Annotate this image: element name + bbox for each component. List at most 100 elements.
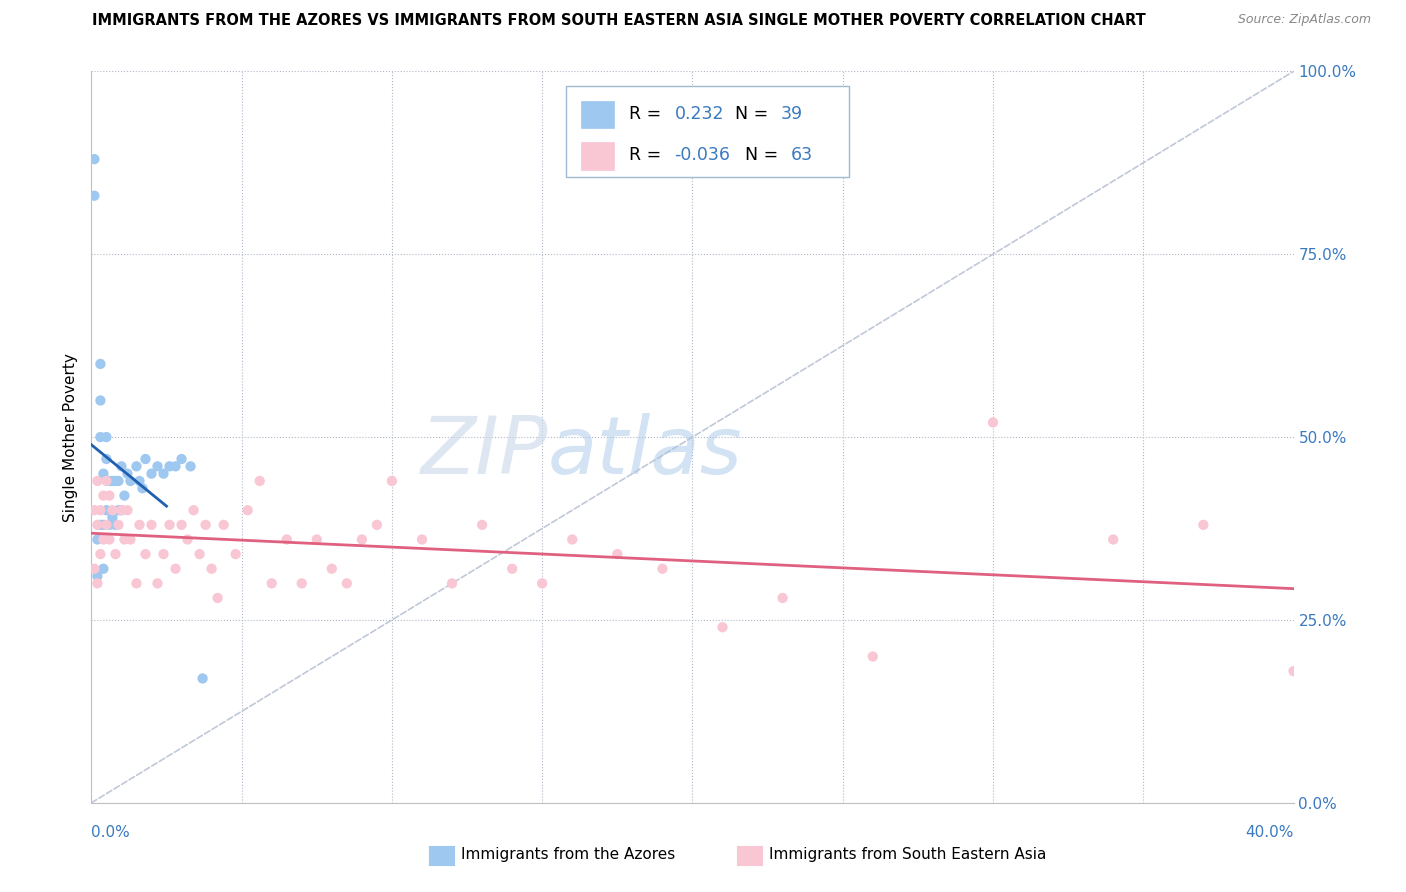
Point (86, 474, 108, 488)
Point (83, 152, 105, 166)
Point (110, 459, 132, 474)
Point (114, 533, 136, 547)
Text: 63: 63 (792, 146, 813, 164)
Bar (581, 143, 614, 170)
Point (236, 503, 259, 517)
Point (86, 576, 108, 591)
Point (120, 474, 142, 488)
Point (125, 459, 148, 474)
Point (83, 188, 105, 202)
Point (260, 576, 283, 591)
Point (159, 459, 181, 474)
Point (1192, 517, 1215, 532)
Point (83, 562, 105, 576)
Point (89, 393, 111, 408)
Point (501, 562, 523, 576)
Point (93, 517, 115, 532)
Point (128, 474, 150, 488)
Point (93, 489, 115, 503)
Point (107, 503, 129, 517)
Text: atlas: atlas (548, 413, 742, 491)
Point (651, 562, 673, 576)
Point (165, 562, 187, 576)
Point (291, 576, 314, 591)
Point (98, 489, 121, 503)
FancyBboxPatch shape (567, 86, 849, 178)
Text: 0.232: 0.232 (675, 104, 724, 123)
Point (120, 533, 142, 547)
Point (981, 416, 1004, 430)
Point (711, 620, 734, 634)
Point (101, 510, 124, 524)
Point (117, 467, 139, 481)
Point (141, 517, 163, 532)
Point (107, 517, 129, 532)
Point (104, 547, 127, 561)
Text: ZIP: ZIP (420, 413, 548, 491)
Point (336, 576, 359, 591)
Point (350, 533, 373, 547)
Text: Immigrants from the Azores: Immigrants from the Azores (461, 847, 675, 862)
Point (170, 517, 193, 532)
Text: N =: N = (745, 146, 785, 164)
Point (107, 474, 129, 488)
Point (134, 547, 156, 561)
Point (93, 562, 115, 576)
Text: -0.036: -0.036 (675, 146, 731, 164)
Point (101, 503, 124, 517)
Point (104, 517, 127, 532)
Point (180, 459, 202, 474)
Point (366, 517, 388, 532)
Point (191, 672, 214, 686)
Point (276, 533, 298, 547)
Point (212, 517, 235, 532)
Point (131, 481, 153, 495)
Point (249, 474, 271, 488)
Point (862, 649, 884, 664)
Point (125, 576, 148, 591)
Point (98, 474, 121, 488)
Point (86, 517, 108, 532)
Point (96, 430, 118, 444)
Text: 39: 39 (780, 104, 803, 123)
Point (89, 430, 111, 444)
Point (98, 533, 121, 547)
Point (89, 357, 111, 371)
Point (471, 517, 494, 532)
Point (96, 474, 118, 488)
Text: R =: R = (628, 146, 666, 164)
Text: 0.0%: 0.0% (91, 825, 131, 840)
Point (165, 459, 187, 474)
Point (93, 533, 115, 547)
Point (381, 474, 404, 488)
Point (96, 517, 118, 532)
Point (305, 533, 328, 547)
Point (152, 467, 174, 481)
Point (183, 503, 205, 517)
Point (606, 547, 628, 561)
Point (176, 533, 198, 547)
Point (101, 474, 124, 488)
Point (93, 467, 115, 481)
Point (98, 517, 121, 532)
Point (225, 547, 247, 561)
Point (86, 533, 108, 547)
Point (1102, 533, 1125, 547)
Point (1282, 664, 1305, 678)
Point (128, 517, 150, 532)
Text: N =: N = (734, 104, 773, 123)
Y-axis label: Single Mother Poverty: Single Mother Poverty (63, 352, 79, 522)
Point (170, 452, 193, 467)
Point (159, 517, 181, 532)
Point (146, 576, 169, 591)
Point (83, 503, 105, 517)
Point (440, 576, 463, 591)
Text: Immigrants from South Eastern Asia: Immigrants from South Eastern Asia (769, 847, 1046, 862)
Point (89, 517, 111, 532)
Point (89, 547, 111, 561)
Point (146, 459, 169, 474)
Point (411, 533, 433, 547)
Point (110, 503, 132, 517)
Point (134, 452, 156, 467)
Point (110, 503, 132, 517)
